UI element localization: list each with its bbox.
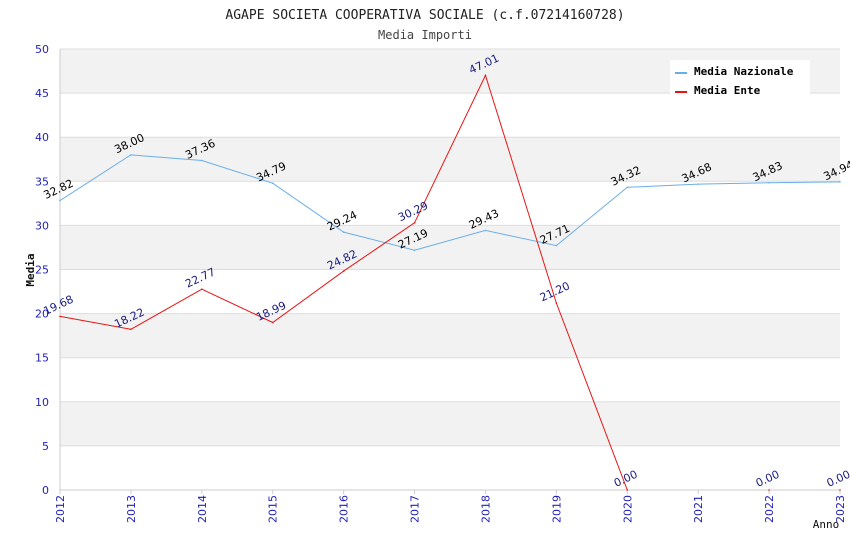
chart-subtitle: Media Importi bbox=[378, 28, 472, 42]
grid-band bbox=[60, 137, 840, 182]
x-tick-label: 2018 bbox=[479, 495, 492, 523]
series-1-point bbox=[484, 74, 487, 77]
series-0-point bbox=[201, 159, 203, 162]
series-0-point bbox=[626, 186, 629, 189]
series-0-point bbox=[839, 181, 841, 183]
series-0-point bbox=[555, 244, 558, 247]
legend: Media Nazionale Media Ente bbox=[670, 60, 810, 98]
series-1-point bbox=[555, 302, 558, 304]
y-tick-label: 5 bbox=[42, 440, 49, 453]
series-0-point bbox=[484, 229, 487, 232]
x-tick-label: 2015 bbox=[267, 495, 280, 523]
series-0-point bbox=[697, 183, 699, 185]
grid-band bbox=[60, 401, 840, 446]
series-line-0 bbox=[59, 154, 841, 251]
series-0-point bbox=[59, 199, 61, 202]
series-1-point bbox=[768, 489, 770, 491]
x-tick-label: 2012 bbox=[54, 495, 67, 523]
series-1-point bbox=[271, 321, 274, 324]
series-0-point bbox=[768, 181, 770, 184]
series-1-point bbox=[839, 489, 841, 491]
y-tick-label: 10 bbox=[35, 396, 49, 409]
y-tick-label: 50 bbox=[35, 43, 49, 56]
y-tick-label: 40 bbox=[35, 131, 49, 144]
x-axis-label: Anno bbox=[813, 518, 840, 531]
y-tick-label: 0 bbox=[42, 484, 49, 497]
data-label-series-1: 21.20 bbox=[538, 279, 572, 304]
series-1-point bbox=[342, 270, 345, 272]
legend-box bbox=[670, 60, 810, 98]
data-label-series-1: 0.00 bbox=[754, 468, 782, 490]
x-tick-label: 2023 bbox=[834, 495, 847, 523]
y-tick-label: 15 bbox=[35, 352, 49, 365]
series-0-point bbox=[271, 182, 274, 184]
series-1-point bbox=[201, 288, 203, 290]
y-tick-label: 35 bbox=[35, 175, 49, 188]
legend-label-media-nazionale: Media Nazionale bbox=[694, 65, 794, 78]
series-1-point bbox=[413, 222, 416, 224]
x-tick-label: 2016 bbox=[338, 495, 351, 523]
x-tick-label: 2014 bbox=[196, 495, 209, 523]
data-label-series-1: 0.00 bbox=[825, 468, 850, 490]
series-1-point bbox=[626, 489, 629, 491]
x-tick-label: 2019 bbox=[550, 495, 563, 523]
chart-title: AGAPE SOCIETA COOPERATIVA SOCIALE (c.f.0… bbox=[225, 8, 624, 23]
x-tick-label: 2013 bbox=[125, 495, 138, 523]
series-1-point bbox=[59, 315, 61, 318]
series-0-point bbox=[342, 231, 345, 233]
x-tick-label: 2017 bbox=[409, 495, 422, 523]
y-tick-label: 25 bbox=[35, 264, 49, 277]
data-label-series-1: 30.29 bbox=[396, 199, 430, 224]
y-axis-label: Media bbox=[24, 253, 37, 286]
grid-band bbox=[60, 225, 840, 270]
series-1-point bbox=[130, 328, 132, 331]
legend-label-media-ente: Media Ente bbox=[694, 84, 761, 97]
y-tick-label: 20 bbox=[35, 308, 49, 321]
grid-band bbox=[60, 313, 840, 358]
x-tick-label: 2021 bbox=[692, 495, 705, 523]
x-tick-label: 2020 bbox=[621, 495, 634, 523]
x-tick-label: 2022 bbox=[763, 495, 776, 523]
series-0-point bbox=[413, 249, 416, 251]
y-tick-label: 45 bbox=[35, 87, 49, 100]
y-tick-label: 30 bbox=[35, 219, 49, 232]
series-0-point bbox=[130, 154, 132, 156]
